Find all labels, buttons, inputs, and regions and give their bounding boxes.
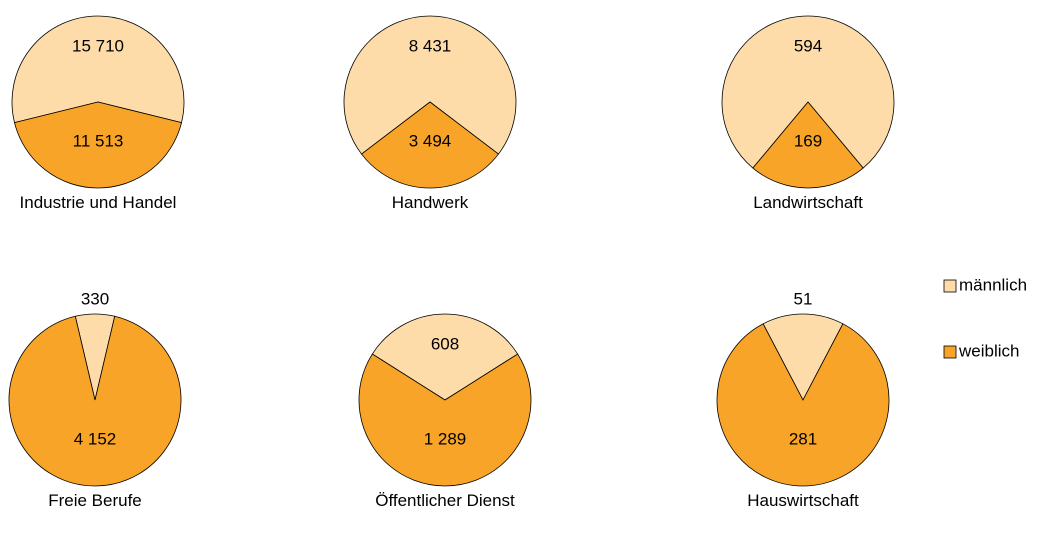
value-label: 3 494 (409, 131, 452, 150)
legend-label: männlich (959, 275, 1027, 294)
pie-slice (14, 101, 182, 189)
pie-slice (716, 323, 890, 487)
value-label: 8 431 (409, 36, 452, 55)
value-label: 51 (794, 289, 813, 308)
pie-title: Landwirtschaft (753, 193, 863, 212)
value-label: 4 152 (74, 429, 117, 448)
pie-slice (721, 15, 895, 169)
value-label: 608 (431, 334, 459, 353)
value-label: 15 710 (72, 36, 124, 55)
pie-title: Handwerk (391, 193, 469, 212)
pie-slice (752, 101, 864, 189)
pie-slice (11, 15, 185, 124)
legend-swatch (943, 279, 957, 293)
value-label: 1 289 (424, 429, 467, 448)
pie-title: Öffentlicher Dienst (375, 491, 515, 510)
pie-slice (8, 315, 182, 487)
legend-label: weiblich (958, 341, 1019, 360)
value-label: 169 (794, 131, 822, 150)
value-label: 594 (794, 36, 822, 55)
legend-swatch (943, 345, 957, 359)
pie-title: Industrie und Handel (19, 193, 177, 212)
pie-title: Freie Berufe (48, 491, 142, 510)
pie-slice (762, 313, 844, 401)
pie-slice (358, 353, 532, 487)
pie-slice (371, 313, 519, 401)
value-label: 330 (81, 289, 109, 308)
pie-slice (343, 15, 517, 155)
pie-title: Hauswirtschaft (747, 491, 859, 510)
value-label: 11 513 (73, 131, 124, 150)
pie-slice (360, 101, 500, 189)
value-label: 281 (789, 429, 817, 448)
